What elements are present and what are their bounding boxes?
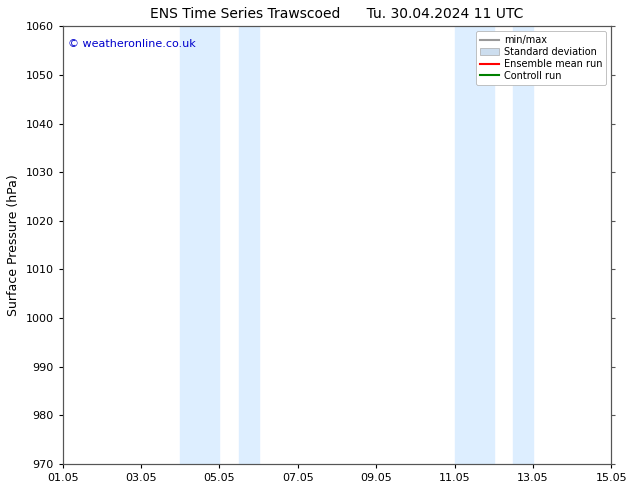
Bar xyxy=(239,26,259,464)
Title: ENS Time Series Trawscoed      Tu. 30.04.2024 11 UTC: ENS Time Series Trawscoed Tu. 30.04.2024… xyxy=(150,7,524,21)
Bar xyxy=(180,26,219,464)
Bar xyxy=(514,26,533,464)
Legend: min/max, Standard deviation, Ensemble mean run, Controll run: min/max, Standard deviation, Ensemble me… xyxy=(476,31,606,85)
Y-axis label: Surface Pressure (hPa): Surface Pressure (hPa) xyxy=(7,174,20,316)
Bar xyxy=(455,26,494,464)
Text: © weatheronline.co.uk: © weatheronline.co.uk xyxy=(68,39,196,49)
